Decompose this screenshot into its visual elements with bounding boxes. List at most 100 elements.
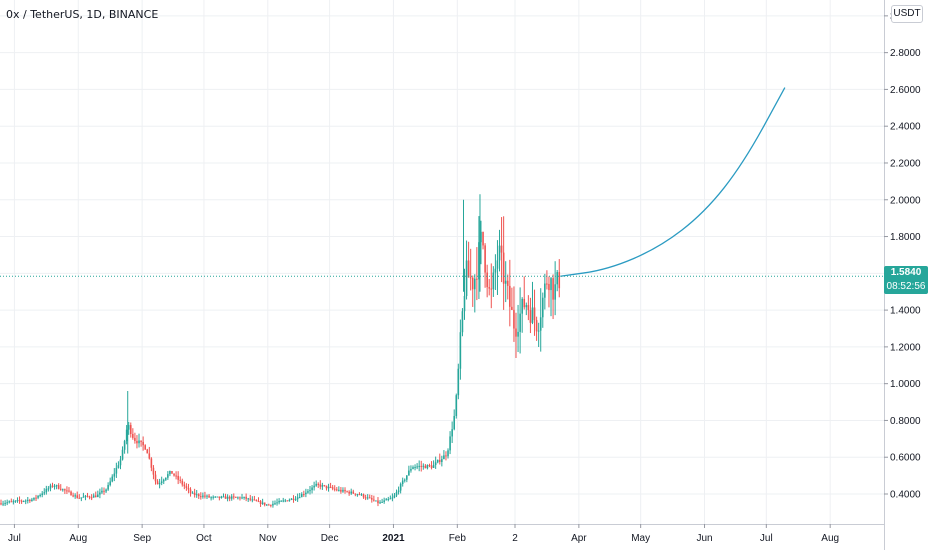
candle-body <box>12 501 15 503</box>
candle-body <box>259 501 262 504</box>
candle-body <box>245 496 247 499</box>
candle-body <box>210 497 212 499</box>
candle-body <box>72 495 74 497</box>
candle-body <box>216 496 219 498</box>
candle-body <box>204 495 206 497</box>
candle-body <box>280 500 282 502</box>
candle-body <box>66 490 68 492</box>
candle-body <box>296 497 299 500</box>
candle-body <box>348 491 350 494</box>
candle-body <box>480 231 482 243</box>
candle-body <box>49 485 52 489</box>
candle-body <box>132 433 134 438</box>
last-price-label: 1.5840 08:52:56 <box>884 266 928 294</box>
price-tick-label: 2.0000 <box>890 195 921 206</box>
time-tick-label: 2 <box>512 533 518 544</box>
candle-body <box>539 317 542 331</box>
candle-body <box>399 484 402 491</box>
candle-body <box>362 494 365 498</box>
price-tick-label: 1.4000 <box>890 306 921 317</box>
candle-body <box>78 497 81 499</box>
candle-body <box>214 496 217 498</box>
price-tick-label: 2.2000 <box>890 158 921 169</box>
candle-body <box>331 487 334 489</box>
candle-body <box>92 495 95 498</box>
candle-body <box>513 309 515 329</box>
currency-badge[interactable]: USDT <box>891 5 923 23</box>
candle-body <box>179 479 182 481</box>
candle-body <box>251 499 254 501</box>
candle-body <box>218 496 221 498</box>
candle-body <box>113 473 116 477</box>
candle-body <box>342 489 344 492</box>
price-tick-label: 0.4000 <box>890 490 921 501</box>
candle-body <box>288 499 291 502</box>
candle-body <box>29 499 31 502</box>
candle-body <box>162 479 165 482</box>
candle-body <box>31 499 33 502</box>
candle-body <box>548 283 550 291</box>
candle-body <box>146 449 149 454</box>
candle-body <box>321 485 324 487</box>
candle-body <box>354 493 357 495</box>
time-tick-label: Aug <box>821 533 839 544</box>
candle-body <box>486 272 488 288</box>
candle-body <box>111 476 114 482</box>
candle-body <box>33 497 35 500</box>
candle-body <box>8 501 11 503</box>
candle-body <box>183 484 186 487</box>
candle-body <box>127 425 130 430</box>
price-tick-label: 0.8000 <box>890 416 921 427</box>
candle-body <box>455 395 458 416</box>
candle-body <box>94 495 97 498</box>
candle-body <box>476 278 478 280</box>
candle-body <box>10 501 13 503</box>
candle-body <box>414 466 416 468</box>
candle-body <box>239 497 241 499</box>
candle-body <box>377 500 379 504</box>
price-tick-label: 2.8000 <box>890 48 921 59</box>
candle-body <box>232 496 235 498</box>
candle-body <box>6 502 8 504</box>
candle-body <box>403 479 406 481</box>
candle-body <box>474 278 476 290</box>
candle-body <box>387 499 390 501</box>
candle-body <box>148 453 151 459</box>
candle-body <box>408 470 410 476</box>
candle-body <box>228 496 231 499</box>
candle-body <box>2 503 4 505</box>
candle-body <box>270 504 272 506</box>
candle-body <box>274 503 276 505</box>
candle-body <box>103 490 105 492</box>
candle-body <box>144 445 146 450</box>
last-price-value: 1.5840 <box>890 267 922 278</box>
time-axis[interactable]: Jul Aug Sep Oct Nov Dec 2021 Feb 2 Apr May Jun Jul Au… <box>0 524 884 544</box>
candle-body <box>317 483 320 485</box>
candle-body <box>492 272 495 290</box>
candle-body <box>533 307 536 321</box>
candle-body <box>101 490 103 493</box>
candle-body <box>482 231 484 246</box>
candle-body <box>167 474 169 478</box>
candle-body <box>527 305 530 311</box>
candle-body <box>76 495 79 498</box>
candle-body <box>165 477 167 480</box>
candle-body <box>177 475 179 480</box>
candle-body <box>255 499 258 502</box>
candle-body <box>268 504 270 506</box>
candle-body <box>490 288 493 290</box>
candle-body <box>257 501 260 503</box>
candle-body <box>220 496 223 498</box>
candle-body <box>189 489 192 494</box>
candle-body <box>55 485 58 487</box>
time-tick-label: May <box>631 533 650 544</box>
candle-body <box>412 467 414 469</box>
symbol-title[interactable]: 0x / TetherUS, 1D, BINANCE <box>6 8 159 21</box>
candle-body <box>471 277 474 290</box>
time-tick-label: Jul <box>760 533 773 544</box>
candle-body <box>397 490 400 493</box>
candle-body <box>544 283 546 298</box>
price-tick-label: 1.2000 <box>890 342 921 353</box>
candle-body <box>449 436 451 451</box>
